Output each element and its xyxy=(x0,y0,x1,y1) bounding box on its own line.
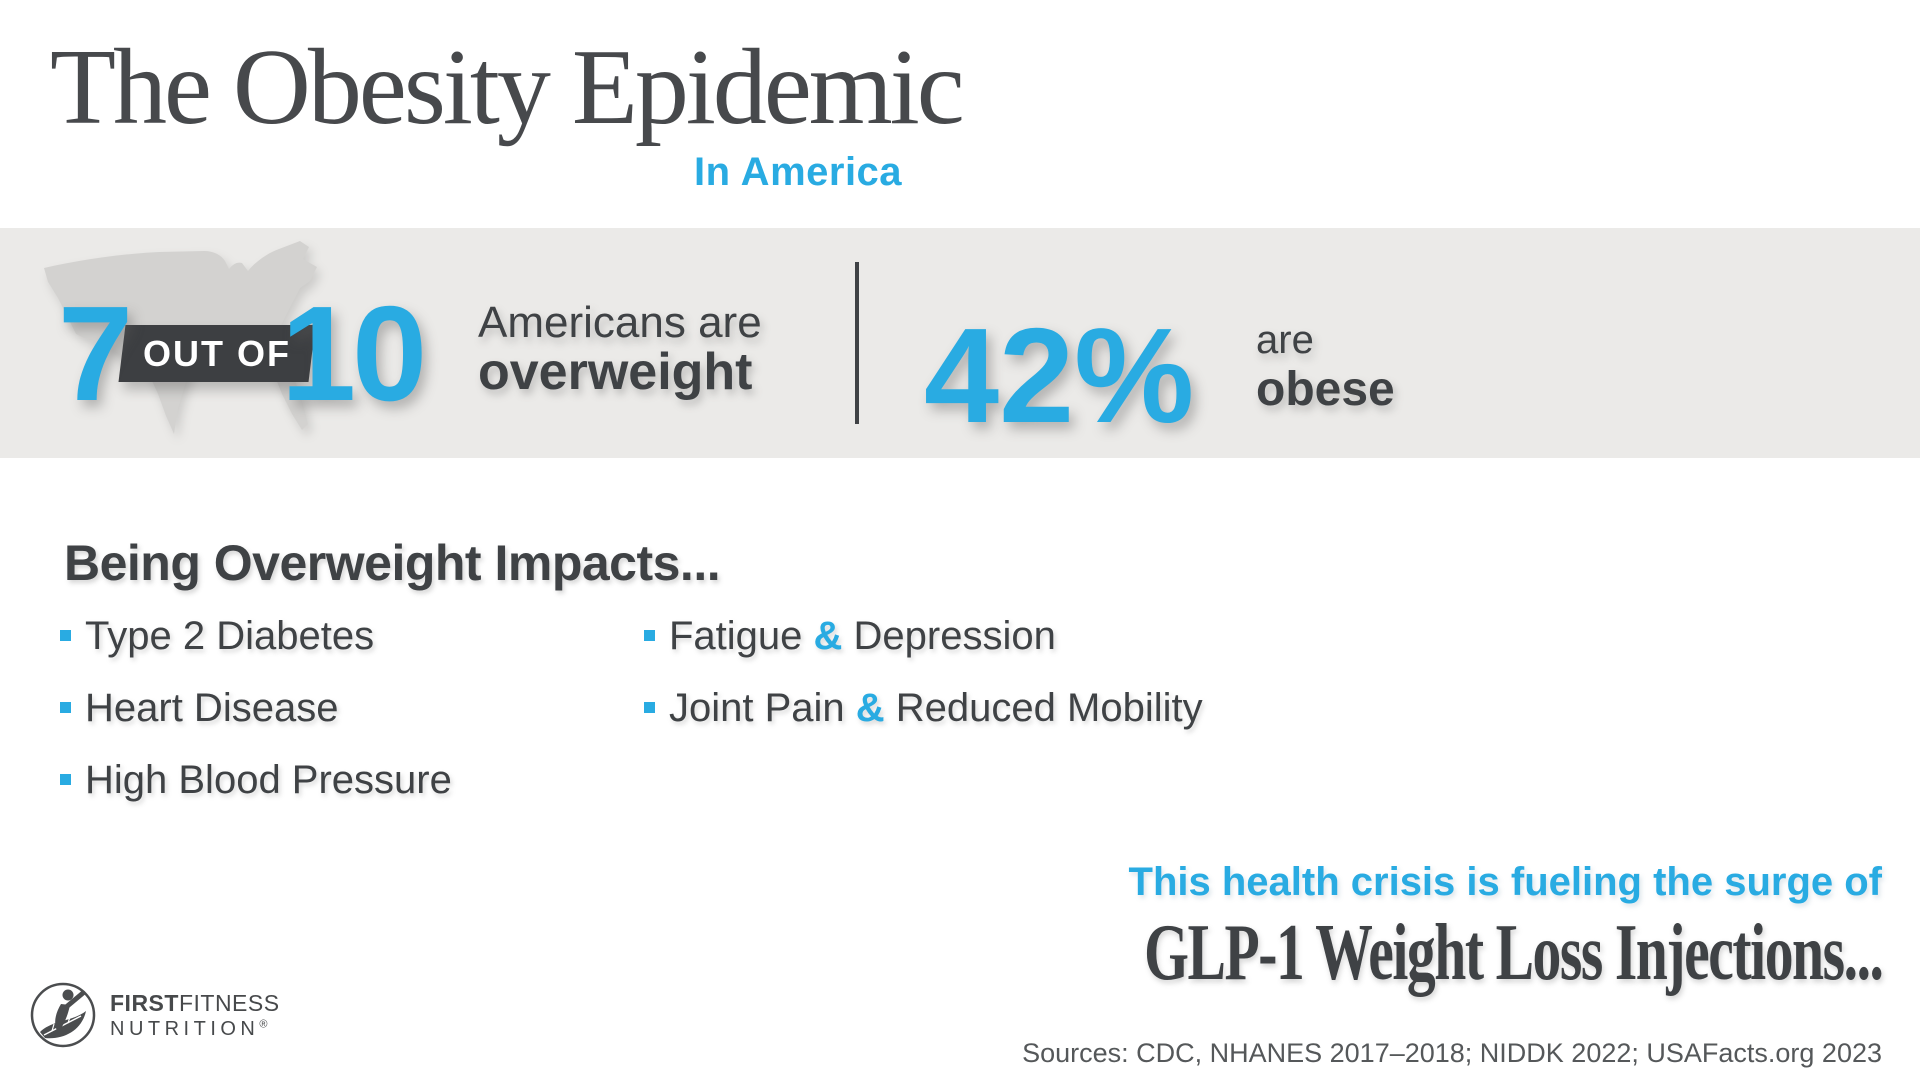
page-title: The Obesity Epidemic xyxy=(50,28,965,147)
list-item-fatigue-depression: Fatigue & Depression xyxy=(644,614,1056,658)
bullet-square-icon xyxy=(60,774,71,785)
list-item-high-blood-pressure: High Blood Pressure xyxy=(60,758,452,802)
stat-number-ten: 10 xyxy=(281,278,427,429)
bullet-square-icon xyxy=(60,630,71,641)
logo-line1: FIRSTFITNESS xyxy=(110,989,280,1016)
stat2-line2: obese xyxy=(1256,363,1395,416)
sources-line: Sources: CDC, NHANES 2017–2018; NIDDK 20… xyxy=(1022,1038,1882,1068)
list-item-type2-diabetes: Type 2 Diabetes xyxy=(60,614,374,658)
stat1-line1: Americans are xyxy=(478,298,762,347)
callout-lead: This health crisis is fueling the surge … xyxy=(1128,860,1882,904)
list-item-heart-disease: Heart Disease xyxy=(60,686,338,730)
list-item-joint-pain-mobility: Joint Pain & Reduced Mobility xyxy=(644,686,1203,730)
stat-number-seven: 7 xyxy=(58,278,133,429)
stat-banner: 7 OUT OF 10 Americans are overweight 42%… xyxy=(0,228,1920,458)
bullet-square-icon xyxy=(644,702,655,713)
runner-leaf-logo-icon xyxy=(30,982,96,1048)
out-of-badge-label: OUT OF xyxy=(143,332,291,374)
bullet-square-icon xyxy=(60,702,71,713)
impact-label: Type 2 Diabetes xyxy=(85,614,375,658)
logo-line2: NUTRITION® xyxy=(110,1017,268,1040)
blue-ampersand: & xyxy=(813,614,843,658)
impacts-heading: Being Overweight Impacts... xyxy=(64,535,721,591)
vertical-divider xyxy=(855,262,859,424)
blue-ampersand: & xyxy=(855,686,885,730)
out-of-badge: OUT OF xyxy=(118,325,316,382)
logo-text: FIRSTFITNESS NUTRITION® xyxy=(110,990,280,1041)
glp1-callout: This health crisis is fueling the surge … xyxy=(857,860,1884,997)
bullet-square-icon xyxy=(644,630,655,641)
stat2-line1: are xyxy=(1256,318,1314,362)
impact-label: Heart Disease xyxy=(85,686,339,730)
registered-mark: ® xyxy=(259,1017,268,1030)
stat-number-42pct: 42% xyxy=(924,300,1195,451)
callout-headline: GLP-1 Weight Loss Injections... xyxy=(1143,909,1884,997)
impact-label: Joint Pain & Reduced Mobility xyxy=(669,686,1203,730)
impact-label: Fatigue & Depression xyxy=(669,614,1056,658)
impact-label: High Blood Pressure xyxy=(85,758,452,802)
stat1-line2: overweight xyxy=(478,343,753,401)
firstfitness-logo: FIRSTFITNESS NUTRITION® xyxy=(28,980,280,1050)
page-subtitle: In America xyxy=(694,150,903,194)
